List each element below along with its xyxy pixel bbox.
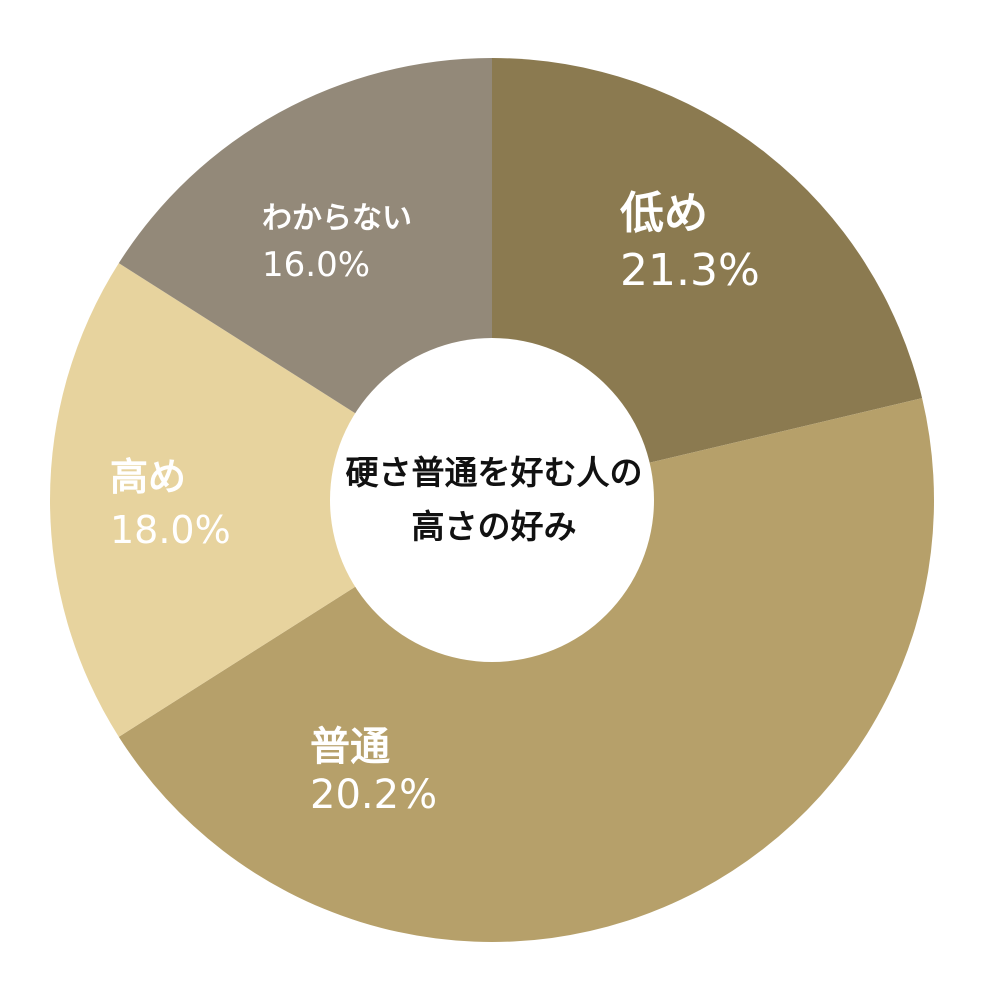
slice-label-unknown: わからない bbox=[262, 201, 412, 236]
slice-label-high: 高め bbox=[110, 455, 186, 499]
slice-high bbox=[50, 263, 493, 737]
slice-value-unknown: 16.0% bbox=[262, 245, 370, 285]
center-title: 硬さ普通を好む人の 高さの好み bbox=[346, 453, 643, 546]
slice-label-low: 低め bbox=[620, 188, 708, 239]
center-title-line-1: 硬さ普通を好む人の bbox=[346, 453, 643, 492]
slice-labels: 低め 21.3% 普通 20.2% 高め 18.0% わからない 16.0% bbox=[110, 188, 760, 818]
donut-center-hole bbox=[330, 338, 654, 662]
slice-normal bbox=[118, 398, 934, 943]
slice-label-normal: 普通 bbox=[310, 724, 390, 770]
slice-value-normal: 20.2% bbox=[310, 772, 437, 818]
center-title-line-2: 高さの好み bbox=[412, 507, 577, 546]
slice-value-low: 21.3% bbox=[620, 245, 760, 296]
slice-value-high: 18.0% bbox=[110, 508, 231, 552]
